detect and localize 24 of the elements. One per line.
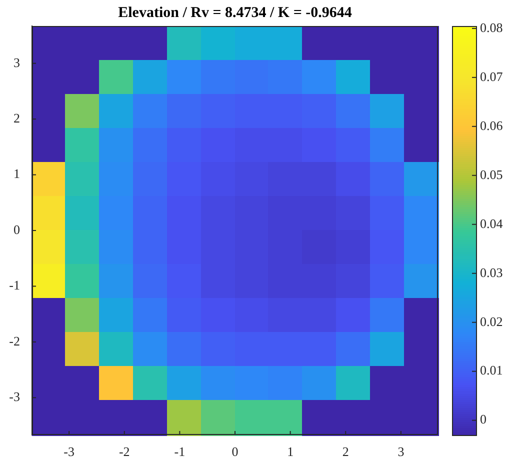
y-tick-label: 2 [14,110,20,126]
color-bar-label: 0.01 [480,362,503,378]
y-tick-label: -3 [9,389,20,404]
chart-title: Elevation / Rv = 8.4734 / K = -0.9644 [118,4,352,21]
color-bar-label: 0.04 [480,216,504,231]
x-tick-label: 0 [232,444,238,460]
color-bar-label: 0.03 [480,264,503,280]
x-tick-label: -2 [118,444,130,460]
x-tick-label: -3 [64,444,74,460]
color-bar-label: 0.05 [480,166,503,182]
color-bar-label: 0.07 [480,68,504,84]
color-bar-label: 0.02 [480,314,503,329]
x-tick-label: 2 [342,444,349,460]
x-tick-label: 1 [287,444,294,460]
color-bar-label: 0 [480,412,486,427]
x-tick-label: 3 [398,444,404,460]
color-bar-label: 0.08 [480,20,503,35]
y-tick-label: -1 [9,278,20,293]
y-tick-label: 1 [14,166,20,182]
y-tick-label: 3 [14,54,20,70]
color-bar-label: 0.06 [480,118,504,133]
y-tick-label: 0 [14,222,20,237]
y-tick-label: -2 [9,333,20,348]
x-tick-label: -1 [174,444,186,460]
